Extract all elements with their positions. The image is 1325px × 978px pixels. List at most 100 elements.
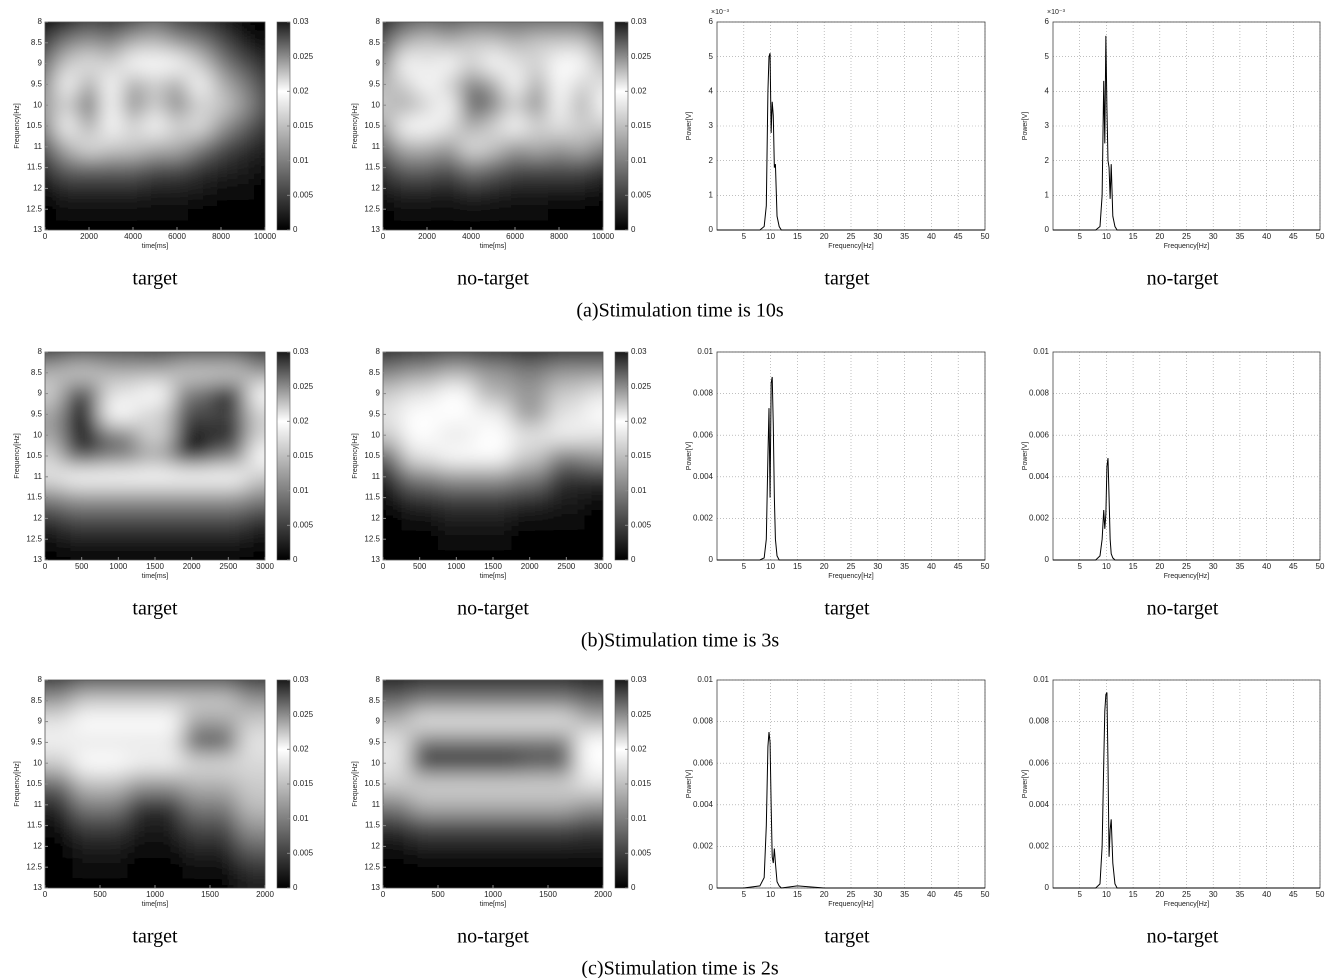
heatmap-cell	[144, 53, 167, 75]
heatmap-cell	[136, 466, 174, 488]
heatmap-cell	[520, 680, 576, 691]
heatmap-cell	[592, 198, 603, 221]
heatmap-cell	[401, 362, 439, 384]
heatmap-cell	[166, 198, 189, 221]
heatmap-cell	[511, 424, 549, 447]
x-axis-label: time[ms]	[480, 901, 507, 908]
heatmap-cell	[237, 836, 265, 858]
heatmap-cell	[122, 94, 145, 117]
heatmap-cell	[383, 794, 411, 816]
y-axis-label: Frequency[Hz]	[352, 761, 359, 807]
heatmap-cell	[237, 752, 265, 775]
heatmap-cell	[465, 690, 521, 712]
heatmap-cell	[394, 115, 417, 137]
colorbar-tick-label: 0.03	[293, 675, 309, 684]
y-tick-label: 8.5	[369, 696, 381, 705]
y-axis-label: Power[V]	[686, 770, 693, 798]
heatmap-cell	[182, 680, 238, 691]
heatmap-cell	[548, 383, 586, 405]
heatmap-cell	[45, 94, 57, 117]
heatmap-cell	[482, 157, 505, 179]
heatmap-cell	[45, 815, 73, 837]
heatmap-cell	[210, 487, 248, 509]
x-axis-label: Frequency[Hz]	[828, 573, 874, 580]
heatmap-cell	[570, 94, 593, 117]
heatmap-cell	[122, 178, 145, 200]
colorbar-tick-label: 0.015	[631, 451, 652, 460]
y-tick-label: 11.5	[365, 493, 381, 502]
x-tick-label: 45	[1289, 232, 1298, 241]
heatmap-cell	[45, 22, 57, 33]
heatmap-cell	[144, 219, 167, 230]
heatmap-cell	[438, 466, 476, 488]
y-axis-label: Power[V]	[1022, 442, 1029, 470]
heatmap-cell	[122, 53, 145, 75]
y-tick-label: 9.5	[31, 410, 43, 419]
x-axis-label: time[ms]	[142, 901, 169, 908]
heatmap-cell	[56, 178, 79, 200]
heatmap-cell	[188, 178, 211, 200]
heatmap-cell	[504, 136, 527, 158]
heatmap-cell	[144, 22, 167, 33]
x-tick-label: 10	[766, 562, 775, 571]
x-tick-label: 2500	[557, 562, 575, 571]
heatmap-cell	[100, 136, 123, 158]
heatmap-cell	[100, 32, 123, 54]
x-tick-label: 4000	[462, 232, 480, 241]
heatmap-cell	[45, 690, 73, 712]
x-tick-label: 0	[43, 232, 48, 241]
heatmap-cell	[511, 404, 549, 426]
y-tick-label: 8.5	[369, 368, 381, 377]
x-tick-label: 15	[1129, 232, 1138, 241]
heatmap-cell	[383, 466, 402, 488]
heatmap-cell	[401, 352, 439, 363]
y-tick-label: 0.008	[1029, 389, 1050, 398]
heatmap-cell	[526, 32, 549, 54]
x-tick-label: 15	[793, 232, 802, 241]
heatmap-cell	[56, 136, 79, 158]
x-tick-label: 20	[1155, 232, 1164, 241]
heatmap-cell	[173, 549, 211, 560]
heatmap-cell	[144, 74, 167, 96]
heatmap-cell	[246, 508, 265, 530]
heatmap-cell	[548, 32, 571, 54]
heatmap-cell	[383, 549, 402, 560]
heatmap-cell	[383, 352, 402, 363]
heatmap-cell	[410, 752, 466, 775]
heatmap-cell	[526, 53, 549, 75]
heatmap-cell	[474, 528, 512, 551]
heatmap-cell	[210, 53, 233, 75]
heatmap-cell	[383, 74, 395, 96]
heatmap-cell	[100, 549, 138, 560]
x-tick-label: 50	[1316, 232, 1325, 241]
heatmap-cell	[592, 157, 603, 179]
heatmap-cell	[100, 178, 123, 200]
heatmap-cell	[383, 815, 411, 837]
heatmap-cell	[232, 53, 255, 75]
heatmap-cell	[520, 752, 576, 775]
heatmap-cells	[383, 680, 603, 888]
heatmap-cell	[182, 690, 238, 712]
panel-caption: target	[132, 268, 178, 290]
heatmap-cell	[122, 219, 145, 230]
x-axis-label: time[ms]	[480, 573, 507, 580]
heatmap-cell	[438, 32, 461, 54]
x-tick-label: 15	[793, 890, 802, 899]
heatmap-cell	[136, 528, 174, 551]
colorbar-tick-label: 0.005	[631, 190, 652, 199]
heatmap-cell	[45, 383, 64, 405]
heatmap-cell	[72, 752, 128, 775]
x-tick-label: 3000	[256, 562, 274, 571]
heatmap-cell	[416, 32, 439, 54]
y-tick-label: 6	[709, 17, 714, 26]
heatmap-cell	[45, 198, 57, 221]
x-tick-label: 5	[1077, 562, 1082, 571]
panel-caption: target	[824, 268, 870, 290]
heatmap-cell	[246, 352, 265, 363]
heatmap-cell	[100, 528, 138, 551]
x-tick-label: 45	[954, 562, 963, 571]
colorbar-tick-label: 0.015	[293, 121, 314, 130]
y-axis-label: Power[V]	[686, 112, 693, 140]
heatmap-cell	[136, 362, 174, 384]
heatmap-cell	[482, 115, 505, 137]
